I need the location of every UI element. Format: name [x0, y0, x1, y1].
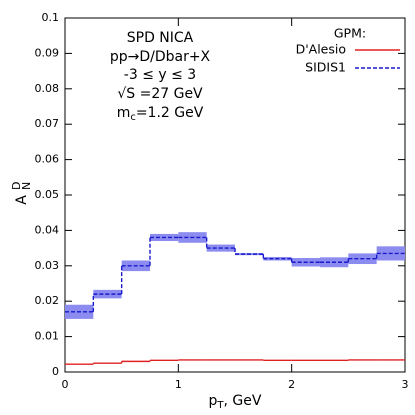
y-tick-label: 0.09	[35, 46, 60, 59]
legend-title: GPM:	[334, 26, 366, 41]
annotation: mc=1.2 GeV	[117, 105, 204, 123]
y-tick-label: 0.01	[35, 330, 60, 343]
y-label-sup: D	[10, 182, 23, 190]
y-tick-label: 0.1	[42, 11, 60, 24]
y-tick-label: 0.03	[35, 259, 60, 272]
x-label-main: p	[209, 393, 218, 409]
annotation-rest: =1.2 GeV	[136, 105, 204, 121]
y-tick-label: 0.06	[35, 153, 60, 166]
legend-label: D'Alesio	[296, 42, 346, 57]
x-tick-label: 3	[402, 378, 409, 391]
y-tick-label: 0.04	[35, 223, 60, 236]
y-axis-label: A D N	[10, 182, 33, 205]
annotation: SPD NICA	[127, 30, 194, 46]
annotation-sub: c	[130, 112, 136, 123]
y-tick-label: 0.07	[35, 117, 60, 130]
legend-label: SIDIS1	[305, 60, 346, 75]
x-tick-label: 2	[288, 378, 295, 391]
y-tick-label: 0	[52, 365, 59, 378]
x-label-rest: , GeV	[224, 393, 262, 409]
x-label-sub: T	[216, 400, 224, 411]
x-tick-label: 1	[175, 378, 182, 391]
annotation: √S =27 GeV	[117, 86, 203, 102]
annotation-main: m	[117, 105, 131, 121]
y-label-main: A	[14, 195, 30, 205]
y-tick-label: 0.05	[35, 188, 60, 201]
x-axis-label: pT, GeV	[209, 393, 262, 411]
y-tick-label: 0.02	[35, 294, 60, 307]
y-tick-label: 0.08	[35, 82, 60, 95]
x-tick-label: 0	[62, 378, 69, 391]
plot-frame	[64, 17, 406, 373]
y-label-sub: N	[20, 182, 33, 190]
annotation: pp→D/Dbar+X	[110, 49, 211, 65]
annotation: -3 ≤ y ≤ 3	[124, 67, 196, 83]
